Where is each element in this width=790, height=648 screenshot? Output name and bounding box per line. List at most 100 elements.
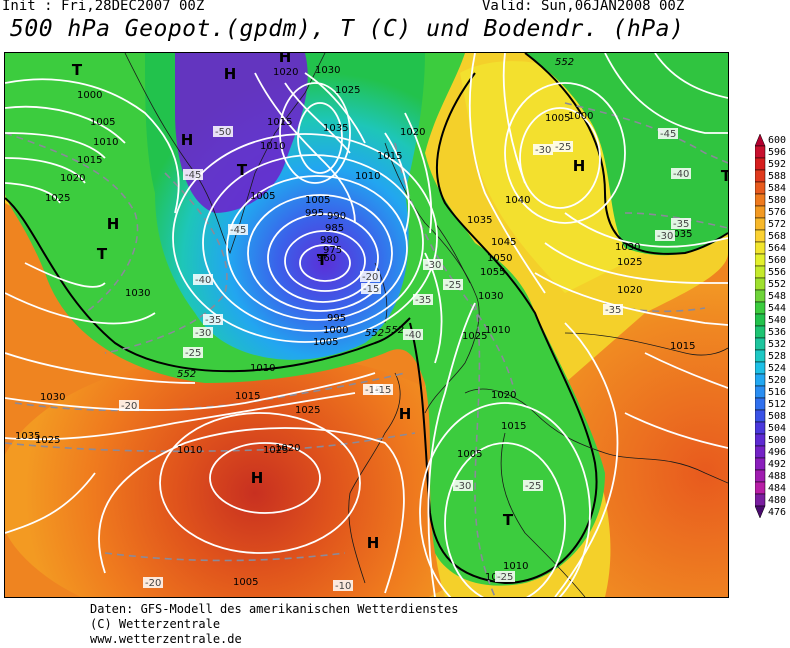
temperature-label: -30: [535, 145, 551, 156]
legend-color-swatch: [754, 505, 766, 519]
legend-color-swatch: [754, 481, 766, 495]
legend-color-swatch: [754, 397, 766, 411]
legend-color-swatch: [754, 265, 766, 279]
legend-color-swatch: [754, 205, 766, 219]
high-pressure-center: H: [573, 157, 586, 175]
isobar-label: 1005: [233, 577, 258, 588]
legend-value-label: 476: [768, 507, 786, 518]
temperature-label-box: [360, 271, 380, 282]
isobar-label: 1010: [485, 325, 510, 336]
temperature-label: -25: [555, 142, 571, 153]
temperature-label: -30: [657, 231, 673, 242]
temperature-label-box: [143, 577, 163, 588]
map-title: 500 hPa Geopot.(gpdm), T (C) und Bodendr…: [10, 16, 685, 42]
legend-value-label: 544: [768, 303, 786, 314]
deep-cold-core: [175, 53, 308, 213]
legend-value-label: 528: [768, 351, 786, 362]
pressure-centers: THHHTTHTHTHHHT: [72, 53, 728, 552]
temperature-label-box: [203, 314, 223, 325]
isobar-label: 1050: [487, 253, 512, 264]
isobar-label: 1000: [77, 90, 102, 101]
legend-value-label: 492: [768, 459, 786, 470]
isobar-label: 1025: [295, 405, 320, 416]
coastlines: [124, 53, 728, 597]
legend-value-label: 560: [768, 255, 786, 266]
temperature-label-box: [658, 128, 678, 139]
legend-value-label: 480: [768, 495, 786, 506]
isobar-label: 1035: [323, 123, 348, 134]
legend-value-label: 584: [768, 183, 786, 194]
legend-value-label: 484: [768, 483, 786, 494]
footer-copyright: (C) Wetterzentrale: [90, 617, 221, 631]
legend-color-swatch: [754, 289, 766, 303]
geopot-552-line: [409, 72, 598, 585]
isobar-label: 1030: [40, 392, 65, 403]
isobar-label: 1030: [125, 288, 150, 299]
isobar-label: 1040: [505, 195, 530, 206]
isobar-label: 1025: [263, 445, 288, 456]
isobar-label: 1020: [273, 67, 298, 78]
isobar-label: 1025: [35, 435, 60, 446]
legend-color-swatch: [754, 373, 766, 387]
temperature-label: -30: [425, 260, 441, 271]
temperature-label-box: [603, 304, 623, 315]
isobar-label: 1005: [545, 113, 570, 124]
isobar-label: 1025: [462, 331, 487, 342]
isobar-label: 960: [317, 253, 336, 264]
legend-value-label: 552: [768, 279, 786, 290]
temperature-label: -10: [335, 581, 351, 592]
high-pressure-center: H: [279, 53, 292, 66]
isobar-label: 1035: [667, 229, 692, 240]
legend-color-swatch: [754, 337, 766, 351]
isobar-label: 1030: [615, 242, 640, 253]
isobar-label: 1020: [60, 173, 85, 184]
low-pressure-center: T: [317, 251, 328, 269]
legend-color-swatch: [754, 133, 766, 147]
legend-color-swatch: [754, 313, 766, 327]
isobar-label: 1015: [377, 151, 402, 162]
low-pressure-center: T: [97, 245, 108, 263]
isobar-label: 1025: [335, 85, 360, 96]
temperature-label-box: [193, 327, 213, 338]
isobar-label: 1020: [400, 127, 425, 138]
isobar-label: 1005: [457, 449, 482, 460]
temperature-label-box: [553, 141, 573, 152]
legend-value-label: 520: [768, 375, 786, 386]
isobars: [5, 53, 728, 597]
temperature-label: -35: [605, 305, 621, 316]
temperature-label-box: [495, 571, 515, 582]
legend-color-swatch: [754, 181, 766, 195]
legend-value-label: 488: [768, 471, 786, 482]
footer-data-source: Daten: GFS-Modell des amerikanischen Wet…: [90, 602, 459, 616]
isobar-label: 990: [327, 211, 346, 222]
isobar-label: 1025: [45, 193, 70, 204]
temperature-label: -20: [362, 272, 378, 283]
temperature-label: -35: [415, 295, 431, 306]
low-pressure-center: T: [72, 61, 83, 79]
isobar-label: 1020: [491, 390, 516, 401]
temperature-label-box: [333, 580, 353, 591]
isobar-label: 1005: [313, 337, 338, 348]
isobar-label: 1000: [568, 111, 593, 122]
temperature-label-box: [183, 169, 203, 180]
legend-value-label: 512: [768, 399, 786, 410]
isobar-labels: 1000100510101015102010251020101510101005…: [15, 65, 695, 588]
isobar-label: 1030: [315, 65, 340, 76]
legend-value-label: 564: [768, 243, 786, 254]
legend-color-swatch: [754, 241, 766, 255]
temperature-label-box: [655, 230, 675, 241]
isobar-label: 1045: [491, 237, 516, 248]
temperature-label: -35: [205, 315, 221, 326]
legend-color-swatch: [754, 193, 766, 207]
low-pressure-center: T: [503, 511, 514, 529]
high-pressure-center: H: [224, 65, 237, 83]
temperature-label: -50: [215, 127, 231, 138]
temperature-label-box: [361, 283, 381, 294]
temperature-label-box: [403, 329, 423, 340]
isobar-label: 985: [325, 223, 344, 234]
isobar-label: 1000: [323, 325, 348, 336]
geopotential-label: 552: [555, 57, 574, 68]
legend-value-label: 572: [768, 219, 786, 230]
legend-value-label: 592: [768, 159, 786, 170]
legend-value-label: 540: [768, 315, 786, 326]
